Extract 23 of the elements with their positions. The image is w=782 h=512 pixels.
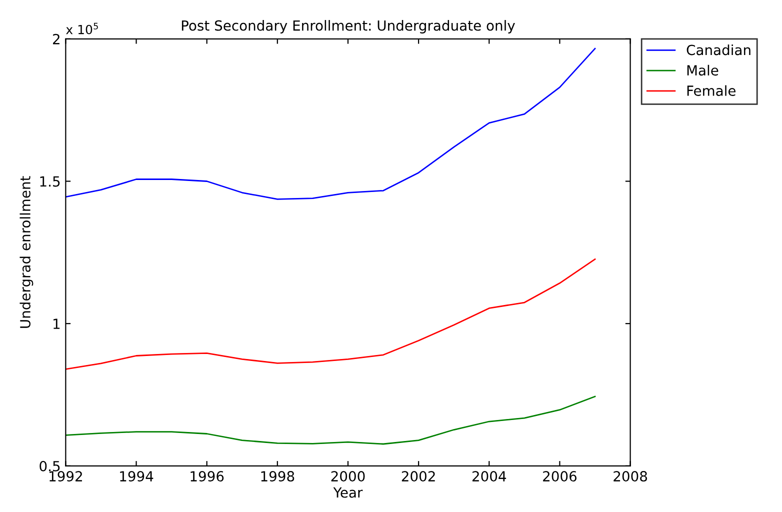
y-tick-label: 1.5 <box>40 176 60 187</box>
x-tick-label: 1994 <box>120 471 154 482</box>
x-tick-label: 2002 <box>402 471 435 482</box>
y-tick-label: 0.5 <box>40 460 60 472</box>
x-axis-title: Year <box>333 487 363 498</box>
legend-label: Canadian <box>686 44 750 56</box>
y-axis-title: Undergrad enrollment <box>20 176 34 328</box>
x-tick-label: 1998 <box>261 471 294 482</box>
x-tick-label: 1996 <box>190 471 224 482</box>
x-tick-label: 2004 <box>472 471 506 482</box>
x-tick-label: 2000 <box>331 471 365 482</box>
x-tick-label: 2006 <box>543 471 577 482</box>
y-tick-label: 1 <box>54 318 60 329</box>
legend-label: Female <box>687 85 736 96</box>
line-series <box>66 258 596 370</box>
y-tick-label: 2 <box>53 34 60 44</box>
line-series <box>66 396 596 445</box>
line-series <box>66 48 596 200</box>
x-tick-label: 2008 <box>614 471 648 482</box>
chart-title: Post Secondary Enrollment: Undergraduate only <box>182 20 515 34</box>
x-tick-label: 1992 <box>50 471 82 482</box>
text: x 10$^{5}$ <box>66 22 98 34</box>
legend-label: Male <box>687 64 718 76</box>
